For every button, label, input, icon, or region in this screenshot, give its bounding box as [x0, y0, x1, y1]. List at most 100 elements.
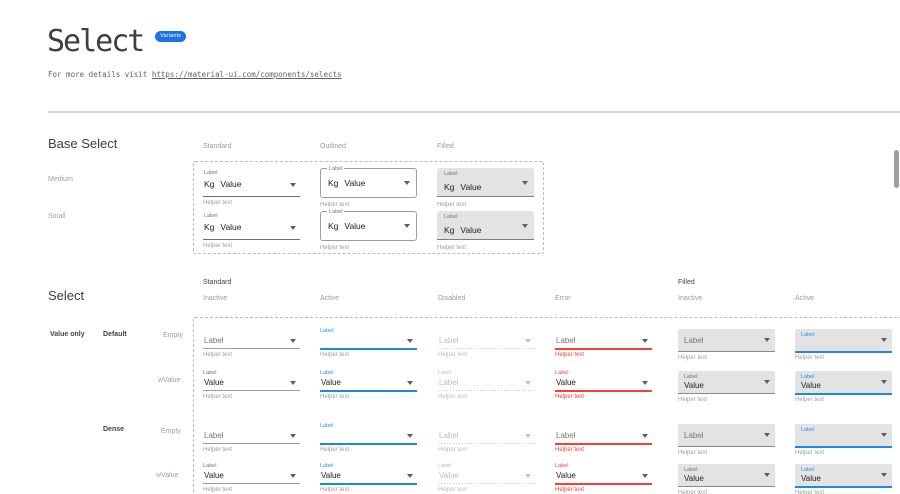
dropdown-arrow-icon	[407, 474, 413, 478]
filled-select-box: Label Kg Value	[437, 168, 534, 197]
base-select-component[interactable]: Label Kg Value Helper text	[203, 166, 300, 210]
select-component[interactable]: Label Value Helper text	[203, 370, 300, 402]
dropdown-arrow-icon	[522, 181, 528, 185]
select-value: Value	[460, 182, 482, 192]
select-value-row: Value	[438, 470, 535, 482]
row-group-default: Default	[103, 331, 127, 338]
vertical-scrollbar-thumb[interactable]	[894, 150, 899, 188]
select-value-row: Value	[320, 377, 417, 389]
select-component[interactable]: Label Value Helper text	[438, 463, 535, 494]
helper-text: Helper text	[203, 447, 233, 453]
helper-text: Helper text	[555, 447, 585, 453]
subtitle: For more details visit https://material-…	[48, 70, 342, 79]
select-component[interactable]: Label Value Helper text	[555, 370, 652, 402]
dropdown-arrow-icon	[290, 339, 296, 343]
select-underline	[203, 239, 300, 240]
select-underline	[555, 390, 652, 392]
base-select-component[interactable]: Label Kg Value Helper text	[203, 209, 300, 253]
select-component[interactable]: Label Helper text	[795, 328, 892, 361]
select-component[interactable]: Label Value Helper text	[555, 463, 652, 494]
select-label: Label	[444, 171, 458, 177]
select-label: Label	[204, 170, 218, 176]
select-component[interactable]: Label Helper text	[203, 423, 300, 455]
dropdown-arrow-icon	[881, 380, 887, 384]
select-value: Value	[801, 474, 821, 483]
select-underline	[203, 348, 300, 349]
select-component[interactable]: Label Helper text	[320, 423, 417, 455]
base-select-component[interactable]: Label Kg Value Helper text	[437, 166, 534, 210]
select-value: Value	[204, 471, 224, 480]
select-label: Label	[801, 467, 815, 473]
adornment: Kg	[204, 222, 215, 232]
dropdown-arrow-icon	[404, 181, 410, 185]
base-select-group-outline	[193, 161, 544, 254]
helper-text: Helper text	[320, 352, 350, 358]
select-underline	[438, 443, 535, 444]
select-label: Label	[801, 427, 815, 433]
select-value: Value	[321, 378, 341, 387]
select-component[interactable]: Label Helper text	[678, 423, 775, 456]
select-label: Label	[320, 463, 334, 469]
filled-select-box: Label Value	[678, 371, 775, 394]
filled-select-box: Label Value	[795, 464, 892, 488]
select-underline	[555, 443, 652, 445]
select-underline	[320, 483, 417, 485]
base-select-component[interactable]: Label Kg Value Helper text	[437, 209, 534, 253]
column-header-filled: Filled	[437, 143, 454, 150]
helper-text: Helper text	[320, 245, 350, 251]
variants-badge[interactable]: Variants	[155, 31, 187, 42]
select-label: Label	[438, 370, 452, 376]
select-value: Value	[220, 222, 242, 232]
adornment: Kg	[444, 182, 455, 192]
select-value: Label	[204, 431, 224, 440]
select-component[interactable]: Label Helper text	[678, 328, 775, 361]
docs-link[interactable]: https://material-ui.com/components/selec…	[151, 70, 342, 79]
select-component[interactable]: Label Helper text	[203, 328, 300, 360]
select-component[interactable]: Label Helper text	[555, 328, 652, 360]
dropdown-arrow-icon	[290, 226, 296, 230]
select-component[interactable]: Label Helper text	[438, 328, 535, 360]
select-component[interactable]: Label Helper text	[320, 328, 417, 360]
dropdown-arrow-icon	[764, 380, 770, 384]
select-title: Select	[48, 288, 85, 303]
select-component[interactable]: Label Value Helper text	[678, 370, 775, 403]
helper-text: Helper text	[203, 200, 233, 206]
dropdown-arrow-icon	[522, 224, 528, 228]
select-component[interactable]: Label Value Helper text	[320, 370, 417, 402]
select-label: Label	[320, 423, 334, 429]
base-select-component[interactable]: Label Kg Value Helper text	[320, 209, 417, 253]
select-component[interactable]: Label Value Helper text	[203, 463, 300, 494]
select-component[interactable]: Label Value Helper text	[320, 463, 417, 494]
dropdown-arrow-icon	[642, 339, 648, 343]
select-value: Value	[556, 471, 576, 480]
select-component[interactable]: Label Value Helper text	[795, 463, 892, 494]
select-component[interactable]: Label Helper text	[555, 423, 652, 455]
select-component[interactable]: Label Helper text	[438, 423, 535, 455]
select-component[interactable]: Label Value Helper text	[795, 370, 892, 403]
select-component[interactable]: Label Helper text	[795, 423, 892, 456]
select-underline	[438, 390, 535, 391]
base-select-component[interactable]: Label Kg Value Helper text	[320, 166, 417, 210]
helper-text: Helper text	[203, 243, 233, 249]
select-label: Label	[203, 370, 217, 376]
column-header-error: Error	[555, 295, 571, 302]
select-value-row: Kg Value	[204, 179, 300, 193]
select-component[interactable]: Label Value Helper text	[678, 463, 775, 494]
helper-text: Helper text	[678, 450, 708, 456]
select-label: Label	[327, 209, 345, 215]
select-label: Label	[320, 328, 334, 334]
group-header-standard: Standard	[203, 279, 232, 286]
row-label-empty: Empty	[161, 428, 181, 435]
select-value: Label	[439, 336, 459, 345]
select-underline	[320, 390, 417, 392]
row-label-wvalue: wValue	[158, 377, 181, 384]
dropdown-arrow-icon	[881, 473, 887, 477]
select-value: Label	[556, 431, 576, 440]
select-component[interactable]: Label Label Helper text	[438, 370, 535, 402]
select-value: Value	[321, 471, 341, 480]
dropdown-arrow-icon	[525, 381, 531, 385]
filled-select-box: Label	[795, 329, 892, 353]
row-label-empty: Empty	[163, 332, 183, 339]
select-value-row: Kg Value	[328, 221, 366, 231]
